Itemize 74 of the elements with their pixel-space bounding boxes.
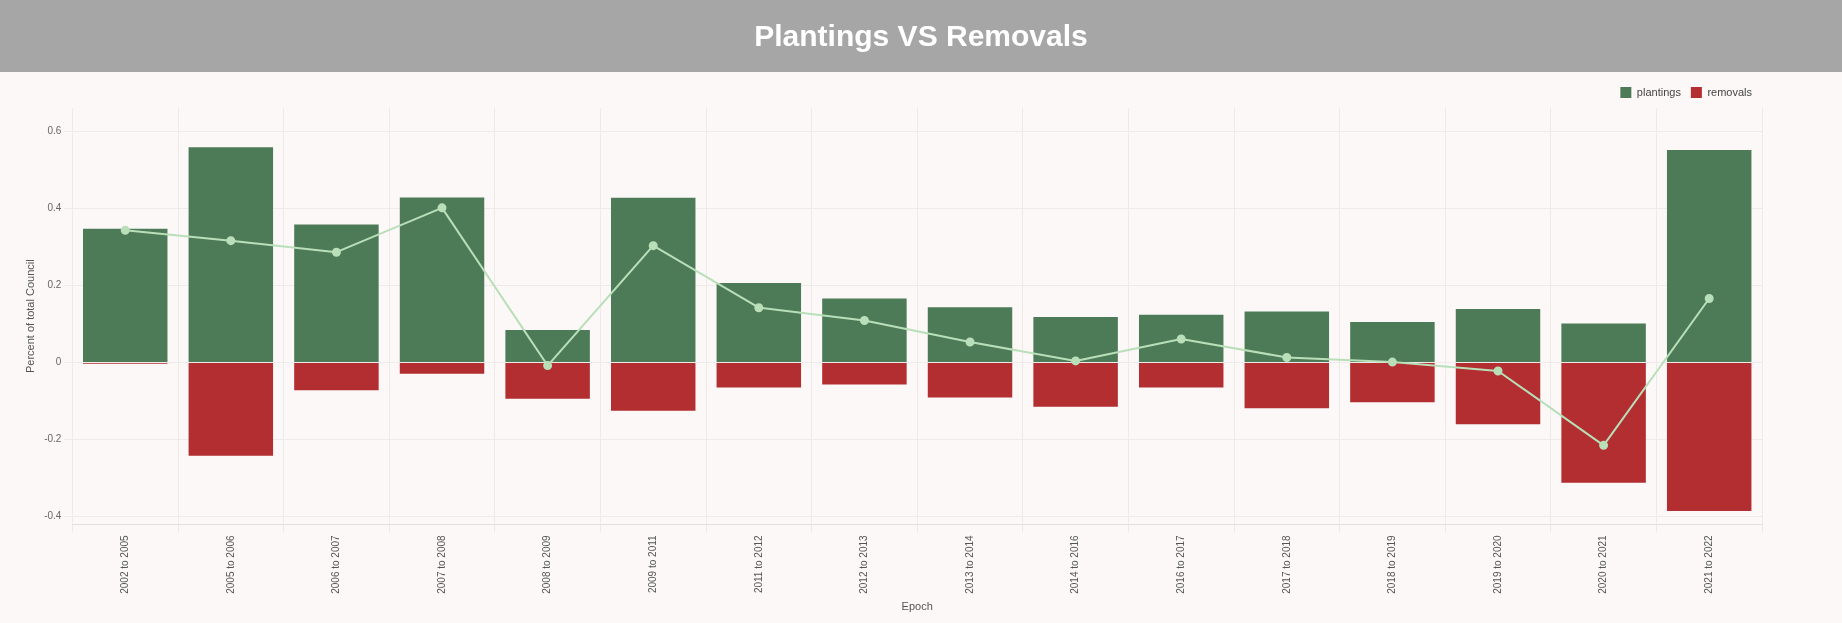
x-tick-label: 2017 to 2018 xyxy=(1280,534,1292,594)
x-tick-label: 2005 to 2006 xyxy=(224,534,236,594)
bar xyxy=(1244,311,1330,362)
x-tick-label: 2006 to 2007 xyxy=(330,534,342,594)
x-tick-label: 2016 to 2017 xyxy=(1174,534,1186,594)
bar xyxy=(82,228,168,362)
bar xyxy=(294,362,379,391)
point xyxy=(1493,366,1503,376)
point xyxy=(1176,334,1186,344)
x-tick-label: 2013 to 2014 xyxy=(963,534,975,594)
chart-title: Plantings VS Removals xyxy=(0,0,1842,72)
point xyxy=(1704,293,1714,303)
x-tick-label: 2019 to 2020 xyxy=(1491,534,1503,594)
bar xyxy=(1455,362,1541,425)
bar xyxy=(716,283,802,362)
x-tick-label: 2020 to 2021 xyxy=(1597,534,1609,594)
point xyxy=(543,361,553,371)
bar xyxy=(1033,316,1118,362)
x-tick-label: 2012 to 2013 xyxy=(858,534,870,594)
bar xyxy=(1561,323,1646,362)
bar xyxy=(1666,362,1752,511)
point xyxy=(1282,352,1292,362)
bar xyxy=(188,362,274,456)
x-tick-label: 2018 to 2019 xyxy=(1386,534,1398,594)
bar xyxy=(294,224,379,362)
x-tick-label: 2011 to 2012 xyxy=(752,534,764,594)
y-tick-label: -0.4 xyxy=(44,510,62,522)
point xyxy=(1387,357,1397,367)
bar xyxy=(399,362,485,374)
x-tick-label: 2008 to 2009 xyxy=(541,534,553,594)
point xyxy=(754,303,764,313)
bar xyxy=(1666,150,1752,362)
bar xyxy=(188,147,274,362)
bar xyxy=(505,362,590,399)
y-tick-label: 0.6 xyxy=(47,124,62,136)
point xyxy=(965,337,975,347)
bar xyxy=(1033,362,1118,407)
y-tick-label: 0 xyxy=(55,356,62,368)
bar xyxy=(1455,308,1541,362)
legend-label: plantings xyxy=(1636,85,1682,98)
point xyxy=(331,247,341,257)
bar xyxy=(822,362,907,385)
point xyxy=(120,225,130,235)
bar xyxy=(610,197,696,362)
point xyxy=(859,315,869,325)
bar xyxy=(927,362,1013,398)
point xyxy=(1071,356,1081,366)
y-axis-title: Percent of total Council xyxy=(23,259,36,374)
y-tick-label: 0.2 xyxy=(47,279,62,291)
bar xyxy=(505,330,590,362)
bar xyxy=(1350,321,1435,362)
bar xyxy=(1561,362,1646,483)
bar xyxy=(822,298,907,362)
point xyxy=(1599,440,1609,450)
point xyxy=(648,241,658,251)
bar xyxy=(716,362,802,388)
x-axis-title: Epoch xyxy=(901,600,933,613)
point xyxy=(437,203,447,213)
bar xyxy=(1350,362,1435,403)
x-tick-label: 2021 to 2022 xyxy=(1702,534,1714,594)
bar xyxy=(399,197,485,362)
bar xyxy=(1244,362,1330,409)
x-tick-label: 2002 to 2005 xyxy=(118,534,130,594)
bar xyxy=(1138,362,1224,388)
y-tick-label: -0.2 xyxy=(44,433,62,445)
x-tick-label: 2009 to 2011 xyxy=(646,534,658,594)
bar xyxy=(927,307,1013,362)
x-tick-label: 2014 to 2016 xyxy=(1069,534,1081,594)
y-tick-label: 0.4 xyxy=(47,202,62,213)
point xyxy=(226,236,236,246)
bar xyxy=(1138,314,1224,362)
legend-label: removals xyxy=(1707,85,1753,98)
bar xyxy=(610,362,696,411)
x-tick-label: 2007 to 2008 xyxy=(435,534,447,594)
